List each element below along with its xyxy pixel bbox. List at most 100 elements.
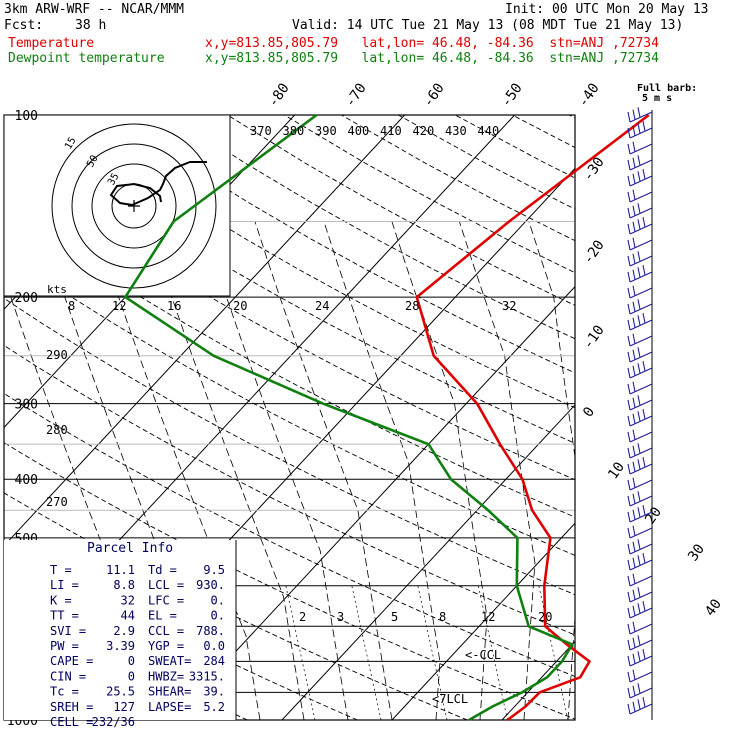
parcel-label-left: TT = [50,609,79,623]
wind-barbs [627,107,653,720]
isotherm-label: -40 [575,80,603,110]
parcel-value-right: 3315. [189,669,225,683]
wind-barb [627,477,653,491]
mixing-ratio-label: 8 [439,610,446,624]
parcel-label-right: SWEAT= [148,654,191,668]
hodograph-trace [109,161,207,207]
moist-adiabat [323,221,441,720]
hodograph-center [128,200,140,212]
theta-label: 420 [413,124,435,138]
parcel-label-right: YGP = [148,639,184,653]
isotherm-label: -30 [580,154,608,184]
parcel-value-right: 788. [196,624,225,638]
mixing-ratio-label: 5 [391,610,398,624]
wind-barb [627,539,653,555]
parcel-label-right: LCL = [148,578,184,592]
dewpoint-trace [124,113,574,722]
isotherm-label: 40 [702,596,725,619]
wind-barb [627,573,653,587]
parcel-label-left: CIN = [50,669,86,683]
mixing-ratio-line [351,585,382,720]
wind-barb [627,155,653,171]
wind-barb [627,456,653,475]
mixing-ratio-line [538,585,569,720]
theta-label: 370 [250,124,272,138]
pressure-label: 300 [15,398,38,413]
wind-barb [627,621,653,635]
pressure-label: 400 [15,473,38,488]
isotherm-label: 30 [685,541,708,564]
parcel-label-left: LI = [50,578,79,592]
isotherm-line [391,522,575,720]
temperature-location: x,y=813.85,805.79 lat,lon= 46.48, -84.36… [205,36,659,51]
wind-barb [627,408,653,427]
valid-time: Valid: 14 UTC Tue 21 May 13 (08 MDT Tue … [292,18,684,33]
isotherm-line [4,115,406,547]
isotherm-line [612,115,740,720]
parcel-value-right: 9.5 [203,563,225,577]
wind-barb [627,141,653,155]
parcel-label-left: Tc = [50,685,79,699]
wind-barb [627,552,653,571]
parcel-value-right: 0. [211,609,225,623]
dry-adiabat-label: 290 [46,348,68,362]
moist-adiabat [459,221,536,720]
parcel-value-left: 0 [128,654,135,668]
speed-label: 20 [233,299,247,313]
wind-barb [627,285,653,299]
isotherm-line [281,404,575,720]
parcel-value-left: 8.8 [113,578,135,592]
forecast-hour: 38 h [75,18,107,33]
wind-barb [627,443,653,459]
isotherm-line [722,115,740,720]
parcel-label-right: LAPSE= [148,700,191,714]
dewpoint-location: x,y=813.85,805.79 lat,lon= 46.48, -84.36… [205,51,659,66]
isotherm-label: 0 [580,404,598,420]
dry-adiabat [284,115,575,274]
parcel-label-left: PW = [50,639,79,653]
wind-barb [627,203,653,219]
lcl-marker: <7LCL [432,692,468,706]
dry-adiabat [4,543,358,720]
dry-adiabat [4,297,575,596]
hodograph-unit: kts [47,283,67,296]
pressure-label: 100 [15,109,38,124]
dry-adiabat-label: 280 [46,423,68,437]
parcel-value-left: 3.39 [106,639,135,653]
wind-barb [627,251,653,267]
parcel-value-left: 2.9 [113,624,135,638]
wind-barb [627,264,653,283]
speed-label: 24 [315,299,329,313]
wind-barb [627,381,653,395]
parcel-label-right: SHEAR= [148,685,191,699]
wind-barb [627,333,653,347]
moist-adiabat [146,221,305,720]
ccl-marker: <-CCL [465,648,501,662]
parcel-value-left: 25.5 [106,685,135,699]
mixing-ratio-label: 2 [299,610,306,624]
forecast-label: Fcst: [4,18,44,33]
wind-barb [627,168,653,187]
parcel-value-left: 127 [113,700,135,714]
isotherm-label: -70 [342,80,370,110]
wind-barb [627,683,653,699]
wind-barb [627,669,653,683]
speed-label: 8 [68,299,75,313]
wind-barb [627,600,653,619]
isotherm-line [171,285,575,720]
moist-adiabat [656,222,680,721]
parcel-value-right: 930. [196,578,225,592]
wind-barb [627,648,653,667]
wind-barb [627,525,653,539]
pressure-label: 200 [15,291,38,306]
moist-adiabat [700,222,729,721]
mixing-ratio-label: 20 [538,610,552,624]
wind-barb [627,347,653,363]
isotherm-label: -50 [498,80,526,110]
wind-barb [627,360,653,379]
parcel-label-right: LFC = [148,593,184,607]
parcel-info-panel: Parcel Info T = 11.1 Td = 9.5 LI = 8.8 LCL = 930… [4,540,237,729]
full-barb-label: Full barb: [637,83,698,94]
speed-label: 16 [167,299,181,313]
mixing-ratio-label: 12 [481,610,495,624]
